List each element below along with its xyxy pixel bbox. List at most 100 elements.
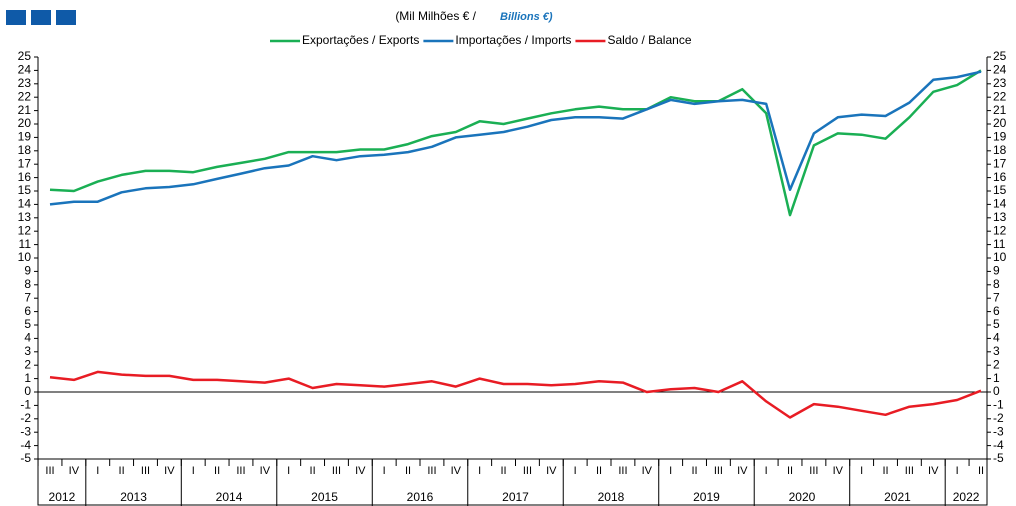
y-tick-label: 13 — [18, 210, 32, 224]
logo-block — [56, 10, 76, 25]
year-label: 2014 — [216, 490, 243, 504]
x-tick-label: II — [119, 465, 125, 477]
y-tick-label-right: -4 — [993, 438, 1004, 452]
series-line — [49, 69, 982, 217]
y-tick-label-right: 12 — [993, 223, 1007, 237]
x-axis-box — [37, 458, 988, 506]
y-tick-label-right: 16 — [993, 170, 1007, 184]
x-tick-label: IV — [642, 465, 653, 477]
x-tick-label: I — [96, 465, 99, 477]
x-tick-label: I — [478, 465, 481, 477]
y-tick-label: 22 — [18, 89, 32, 103]
y-tick-label: 1 — [24, 371, 31, 385]
y-tick-label-right: 4 — [993, 331, 1000, 345]
y-tick-label-right: 2 — [993, 357, 1000, 371]
y-tick-label: 7 — [24, 290, 31, 304]
year-label: 2013 — [120, 490, 147, 504]
y-tick-label: -3 — [20, 424, 31, 438]
y-tick-label: 9 — [24, 264, 31, 278]
x-tick-label: III — [905, 465, 914, 477]
y-tick-label-right: 15 — [993, 183, 1007, 197]
y-tick-label: 11 — [19, 237, 32, 251]
y-tick-label-right: 10 — [993, 250, 1007, 264]
x-tick-label: IV — [451, 465, 462, 477]
y-tick-label: -4 — [20, 438, 31, 452]
x-tick-label: IV — [546, 465, 557, 477]
y-tick-label-right: 13 — [993, 210, 1007, 224]
y-tick-label-right: 1 — [993, 371, 1000, 385]
x-tick-label: III — [45, 465, 54, 477]
y-tick-label: 4 — [24, 331, 31, 345]
logo — [6, 10, 76, 25]
x-tick-label: II — [214, 465, 220, 477]
y-tick-label: 17 — [18, 156, 32, 170]
y-tick-label-right: -1 — [993, 398, 1004, 412]
y-tick-label-right: 18 — [993, 143, 1007, 157]
x-tick-label: III — [809, 465, 818, 477]
x-tick-label: III — [523, 465, 532, 477]
y-tick-label-right: 9 — [993, 264, 1000, 278]
year-label: 2016 — [407, 490, 434, 504]
year-label: 2015 — [311, 490, 338, 504]
year-label: 2018 — [598, 490, 625, 504]
x-tick-label: III — [332, 465, 341, 477]
x-tick-label: IV — [164, 465, 175, 477]
year-label: 2012 — [49, 490, 76, 504]
y-tick-label-right: -2 — [993, 411, 1004, 425]
x-tick-label: II — [787, 465, 793, 477]
x-tick-label: IV — [260, 465, 271, 477]
y-tick-label: 16 — [18, 170, 32, 184]
subtitle: (Mil Milhões € / — [395, 9, 476, 23]
year-label: 2019 — [693, 490, 720, 504]
legend-label: Saldo / Balance — [607, 33, 691, 47]
x-tick-label: IV — [833, 465, 844, 477]
x-tick-label: I — [383, 465, 386, 477]
x-tick-label: IV — [69, 465, 80, 477]
y-tick-label-right: 14 — [993, 197, 1007, 211]
logo-block — [31, 10, 51, 25]
y-tick-label: 5 — [24, 317, 31, 331]
x-tick-label: III — [618, 465, 627, 477]
y-tick-label: 21 — [18, 103, 32, 117]
x-tick-label: I — [287, 465, 290, 477]
y-tick-label-right: 11 — [993, 237, 1006, 251]
x-tick-label: II — [882, 465, 888, 477]
y-tick-label: 8 — [24, 277, 31, 291]
y-tick-label: 25 — [18, 49, 32, 63]
subtitle-en: Billions €) — [500, 11, 553, 23]
x-tick-label: II — [596, 465, 602, 477]
x-tick-label: I — [574, 465, 577, 477]
x-tick-label: I — [192, 465, 195, 477]
y-tick-label: 0 — [24, 384, 31, 398]
x-tick-label: IV — [355, 465, 366, 477]
y-tick-label-right: 22 — [993, 89, 1007, 103]
x-tick-label: III — [714, 465, 723, 477]
y-tick-label: 10 — [18, 250, 32, 264]
logo-block — [6, 10, 26, 25]
y-tick-label-right: 6 — [993, 304, 1000, 318]
x-tick-label: III — [236, 465, 245, 477]
y-tick-label: 23 — [18, 76, 32, 90]
x-tick-label: III — [427, 465, 436, 477]
y-tick-label: 15 — [18, 183, 32, 197]
legend-label: Importações / Imports — [455, 33, 571, 47]
x-tick-label: IV — [928, 465, 939, 477]
y-tick-label-right: 19 — [993, 130, 1007, 144]
y-tick-label-right: 7 — [993, 290, 1000, 304]
y-tick-label-right: -3 — [993, 424, 1004, 438]
y-tick-label: 6 — [24, 304, 31, 318]
y-tick-label-right: 3 — [993, 344, 1000, 358]
y-tick-label: 2 — [24, 357, 31, 371]
y-tick-label: 14 — [18, 197, 32, 211]
y-tick-label-right: 0 — [993, 384, 1000, 398]
legend: Exportações / Exports Importações / Impor… — [270, 33, 692, 47]
y-tick-label: -2 — [20, 411, 31, 425]
y-tick-label-right: 17 — [993, 156, 1007, 170]
y-tick-label-right: 5 — [993, 317, 1000, 331]
x-tick-label: II — [501, 465, 507, 477]
y-tick-label: 24 — [18, 63, 32, 77]
y-tick-label-right: 25 — [993, 49, 1007, 63]
y-tick-label: 19 — [18, 130, 32, 144]
year-label: 2020 — [789, 490, 816, 504]
